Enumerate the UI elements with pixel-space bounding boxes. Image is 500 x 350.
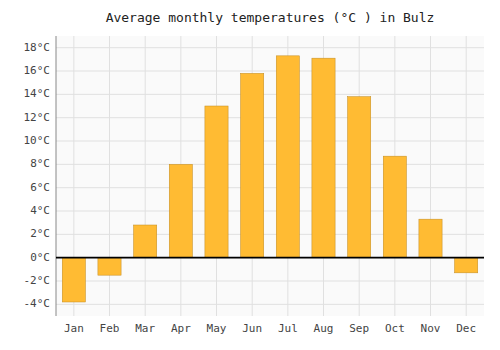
y-axis-line [56,36,57,316]
x-tick-label: May [207,322,227,335]
y-tick-label: 18°C [24,41,51,54]
x-tick-label: Mar [135,322,155,335]
y-tick-label: -4°C [24,297,51,310]
plot-background [56,36,484,316]
bar [134,225,157,258]
y-tick-label: -2°C [24,274,51,287]
y-grid-line [56,211,484,212]
bar [348,97,371,258]
y-tick-label: 14°C [24,87,51,100]
y-tick-label: 2°C [30,227,50,240]
bar [312,58,335,257]
y-tick-label: 12°C [24,111,51,124]
zero-line [56,257,484,259]
y-grid-line [56,117,484,118]
x-grid-line [430,36,431,316]
x-tick-label: Feb [100,322,120,335]
x-tick-label: Aug [314,322,334,335]
y-tick-label: 0°C [30,251,50,264]
y-grid-line [56,281,484,282]
y-grid-line [56,187,484,188]
y-tick-label: 16°C [24,64,51,77]
bar [62,258,85,302]
x-tick-label: Jan [64,322,84,335]
y-tick-label: 6°C [30,181,50,194]
x-grid-line [145,36,146,316]
x-tick-label: Jun [242,322,262,335]
x-tick-label: Apr [171,322,191,335]
chart-container: -4°C -2°C 0°C 2°C 4°C 6°C 8°C 10°C 12°C 14°C 16°C 1… [0,0,500,350]
y-grid-line [56,71,484,72]
bar [205,106,228,258]
y-grid-line [56,164,484,165]
bar [241,73,264,257]
chart-svg: -4°C -2°C 0°C 2°C 4°C 6°C 8°C 10°C 12°C 14°C 16°C 1… [0,0,500,350]
bars [62,56,478,302]
x-tick-label: Jul [278,322,298,335]
bar [276,56,299,258]
x-tick-label: Dec [456,322,476,335]
y-tick-label: 10°C [24,134,51,147]
y-grid-line [56,257,484,258]
y-grid-line [56,47,484,48]
grid [56,36,484,316]
x-tick-label: Sep [349,322,369,335]
y-grid-line [56,304,484,305]
bar [455,258,478,273]
y-grid-line [56,141,484,142]
title: Average monthly temperatures (°C ) in Bu… [106,10,435,25]
bar [98,258,121,276]
y-tick-label: 4°C [30,204,50,217]
x-tick-label: Nov [421,322,441,335]
axes: -4°C -2°C 0°C 2°C 4°C 6°C 8°C 10°C 12°C 14°C 16°C 1… [24,36,477,335]
bar [169,164,192,257]
bar [383,156,406,258]
y-grid-line [56,94,484,95]
bar [419,219,442,258]
y-tick-label: 8°C [30,157,50,170]
x-grid-line [466,36,467,316]
x-tick-label: Oct [385,322,405,335]
